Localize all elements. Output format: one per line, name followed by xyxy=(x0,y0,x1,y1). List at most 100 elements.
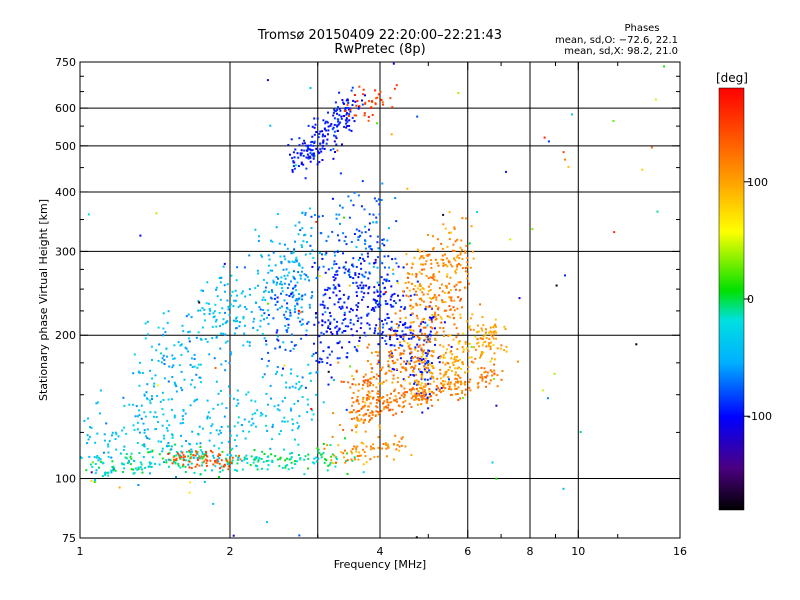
data-point xyxy=(429,296,432,299)
data-point xyxy=(347,101,350,104)
data-point xyxy=(104,473,107,476)
data-point xyxy=(368,384,371,387)
data-point xyxy=(410,337,413,340)
data-point xyxy=(296,152,299,155)
data-point xyxy=(392,458,395,461)
data-point xyxy=(343,301,346,304)
data-point xyxy=(377,93,380,96)
data-point xyxy=(455,256,458,259)
data-point xyxy=(158,343,161,346)
data-point xyxy=(107,445,110,448)
data-point xyxy=(299,152,302,155)
data-point xyxy=(454,240,457,243)
data-point xyxy=(114,431,117,434)
data-point xyxy=(165,459,168,462)
data-point xyxy=(613,231,616,234)
phase-stats-heading: Phases xyxy=(624,23,659,34)
data-point xyxy=(173,416,176,419)
data-point xyxy=(564,158,567,161)
data-point xyxy=(96,455,99,457)
data-point xyxy=(346,452,348,455)
data-point xyxy=(492,337,495,340)
data-point xyxy=(283,274,286,277)
data-point xyxy=(235,454,238,457)
data-point xyxy=(415,382,418,385)
data-point xyxy=(244,306,246,308)
data-point xyxy=(373,456,376,459)
data-point xyxy=(455,393,457,396)
data-point xyxy=(296,427,299,430)
data-point xyxy=(201,326,204,329)
data-point xyxy=(375,97,378,100)
data-point xyxy=(417,359,420,362)
data-point xyxy=(437,357,440,359)
data-point xyxy=(381,366,384,369)
data-point xyxy=(469,389,472,392)
data-point xyxy=(309,152,312,154)
data-point xyxy=(378,424,381,427)
data-point xyxy=(368,222,371,225)
data-point xyxy=(409,373,412,376)
data-point xyxy=(392,268,394,271)
data-point xyxy=(170,408,173,411)
data-point xyxy=(273,297,276,300)
chart-subtitle: RwPretec (8p) xyxy=(334,42,425,57)
data-point xyxy=(272,279,275,282)
data-point xyxy=(434,343,436,346)
data-point xyxy=(358,339,361,342)
data-point xyxy=(267,291,270,294)
data-point xyxy=(111,434,113,437)
data-point xyxy=(394,395,397,398)
data-point xyxy=(184,412,187,415)
data-point xyxy=(246,457,248,460)
data-point xyxy=(470,225,473,228)
data-point xyxy=(476,338,479,341)
data-point xyxy=(367,398,370,401)
data-point xyxy=(130,457,133,460)
data-point xyxy=(471,313,474,316)
data-point xyxy=(363,451,366,454)
data-point xyxy=(375,405,378,408)
data-point xyxy=(139,234,142,237)
data-point xyxy=(181,415,184,418)
data-point xyxy=(419,384,422,387)
data-point xyxy=(435,305,438,307)
data-point xyxy=(404,399,407,402)
data-point xyxy=(321,253,323,256)
data-point xyxy=(298,137,301,140)
data-point xyxy=(322,333,325,336)
data-point xyxy=(284,316,287,319)
data-point xyxy=(361,273,364,276)
data-point xyxy=(230,274,233,277)
data-point xyxy=(305,144,308,147)
data-point xyxy=(377,351,380,354)
data-point xyxy=(348,268,351,271)
data-point xyxy=(310,296,313,299)
data-point xyxy=(389,298,392,301)
data-point xyxy=(315,147,318,150)
data-point xyxy=(393,292,396,295)
data-point xyxy=(172,364,175,367)
data-point xyxy=(209,432,212,435)
data-point xyxy=(208,312,211,315)
data-point xyxy=(184,346,187,349)
data-point xyxy=(292,151,295,154)
data-point xyxy=(466,347,469,350)
data-point xyxy=(358,85,361,88)
data-point xyxy=(125,453,128,455)
data-point xyxy=(491,357,493,360)
data-point xyxy=(291,418,294,421)
data-point xyxy=(207,302,210,305)
data-point xyxy=(329,363,332,366)
data-point xyxy=(424,359,426,362)
data-point xyxy=(362,448,365,451)
data-point xyxy=(215,325,218,328)
data-point xyxy=(476,382,479,385)
data-point xyxy=(446,383,449,386)
data-point xyxy=(434,316,437,318)
data-point xyxy=(385,379,388,382)
data-point xyxy=(148,437,151,440)
data-point xyxy=(360,316,363,319)
data-point xyxy=(323,304,326,307)
data-point xyxy=(457,386,460,389)
